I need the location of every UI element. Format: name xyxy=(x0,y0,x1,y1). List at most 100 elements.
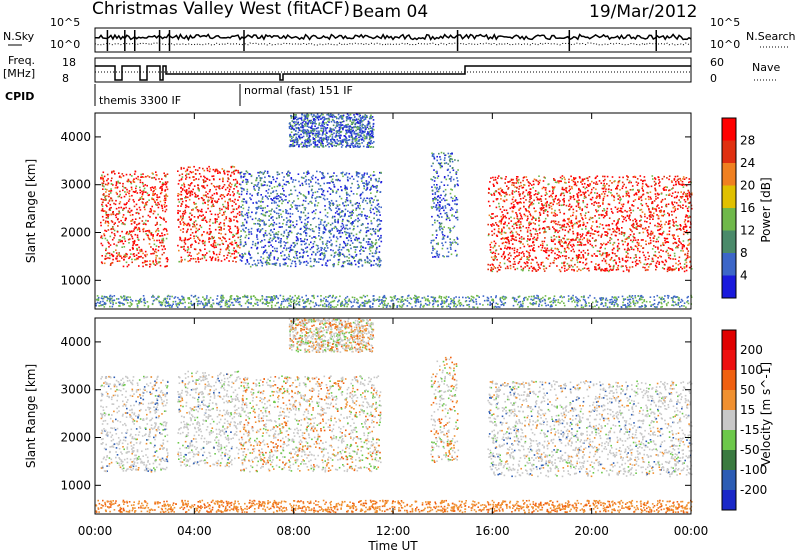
heatmap-cell xyxy=(310,176,313,178)
heatmap-cell xyxy=(285,184,287,186)
heatmap-cell xyxy=(350,132,353,134)
heatmap-cell xyxy=(309,119,311,122)
heatmap-cell xyxy=(318,133,321,136)
heatmap-cell xyxy=(259,207,262,209)
heatmap-cell xyxy=(304,214,307,217)
heatmap-cell xyxy=(336,210,338,213)
heatmap-cell xyxy=(132,244,134,247)
heatmap-cell xyxy=(246,171,249,174)
heatmap-cell xyxy=(299,228,302,230)
heatmap-cell xyxy=(575,254,578,257)
heatmap-cell xyxy=(320,246,322,249)
heatmap-cell xyxy=(248,252,250,254)
heatmap-cell xyxy=(159,241,161,244)
heatmap-cell xyxy=(155,229,158,231)
heatmap-cell xyxy=(348,232,351,235)
heatmap-cell xyxy=(577,255,580,258)
heatmap-cell xyxy=(245,200,248,203)
heatmap-cell xyxy=(128,192,130,195)
heatmap-cell xyxy=(581,183,584,185)
heatmap-cell xyxy=(152,212,155,215)
heatmap-cell xyxy=(288,250,291,253)
heatmap-cell xyxy=(449,209,452,211)
heatmap-cell xyxy=(443,184,446,186)
heatmap-cell xyxy=(195,230,197,233)
heatmap-cell xyxy=(640,203,642,205)
heatmap-cell xyxy=(236,192,239,194)
heatmap-cell xyxy=(370,141,372,143)
heatmap-cell xyxy=(219,209,221,212)
heatmap-cell xyxy=(156,174,158,177)
heatmap-cell xyxy=(636,222,638,225)
heatmap-cell xyxy=(191,182,193,184)
heatmap-cell xyxy=(194,248,197,251)
heatmap-cell xyxy=(178,249,180,252)
heatmap-cell xyxy=(111,231,113,234)
heatmap-cell xyxy=(281,216,283,218)
heatmap-cell xyxy=(278,205,280,208)
heatmap-cell xyxy=(509,180,511,183)
heatmap-cell xyxy=(455,198,457,201)
heatmap-cell xyxy=(166,260,169,263)
heatmap-cell xyxy=(223,172,226,174)
heatmap-cell xyxy=(504,247,506,249)
heatmap-cell xyxy=(372,201,374,203)
heatmap-cell xyxy=(344,212,346,215)
heatmap-cell xyxy=(342,226,345,228)
heatmap-cell xyxy=(340,127,342,129)
heatmap-cell xyxy=(633,194,636,196)
heatmap-cell xyxy=(303,225,305,228)
heatmap-cell xyxy=(218,171,221,173)
heatmap-cell xyxy=(370,132,373,134)
heatmap-cell xyxy=(270,198,272,200)
heatmap-cell xyxy=(289,220,292,222)
heatmap-cell xyxy=(306,125,309,128)
heatmap-cell xyxy=(294,139,296,141)
heatmap-cell xyxy=(325,262,327,264)
heatmap-cell xyxy=(329,135,331,137)
heatmap-cell xyxy=(262,257,265,260)
heatmap-cell xyxy=(302,240,304,243)
heatmap-cell xyxy=(306,116,308,118)
heatmap-cell xyxy=(246,212,248,214)
heatmap-cell xyxy=(207,204,209,206)
heatmap-cell xyxy=(242,207,245,210)
heatmap-cell xyxy=(351,127,354,129)
heatmap-cell xyxy=(318,140,320,142)
heatmap-cell xyxy=(368,134,370,137)
heatmap-cell xyxy=(161,248,164,251)
heatmap-cell xyxy=(682,204,684,206)
heatmap-cell xyxy=(286,173,288,175)
heatmap-cell xyxy=(165,205,168,207)
heatmap-cell xyxy=(195,241,197,243)
heatmap-cell xyxy=(109,207,111,210)
heatmap-cell xyxy=(449,229,451,231)
heatmap-cell xyxy=(611,249,614,251)
heatmap-cell xyxy=(285,262,287,265)
heatmap-cell xyxy=(211,245,214,247)
heatmap-cell xyxy=(154,186,156,188)
heatmap-cell xyxy=(163,217,165,220)
heatmap-cell xyxy=(545,191,547,194)
heatmap-cell xyxy=(336,230,339,232)
heatmap-cell xyxy=(298,260,301,263)
heatmap-cell xyxy=(655,195,657,198)
heatmap-cell xyxy=(361,123,364,126)
heatmap-cell xyxy=(151,186,154,188)
heatmap-cell xyxy=(442,255,444,257)
heatmap-cell xyxy=(179,193,181,196)
heatmap-cell xyxy=(196,223,198,226)
heatmap-cell xyxy=(281,198,283,201)
heatmap-cell xyxy=(439,166,442,169)
heatmap-cell xyxy=(318,123,320,126)
heatmap-cell xyxy=(581,233,584,235)
heatmap-cell xyxy=(313,129,316,132)
heatmap-cell xyxy=(155,248,157,251)
heatmap-cell xyxy=(686,196,689,198)
heatmap-cell xyxy=(298,252,301,254)
heatmap-cell xyxy=(130,223,133,225)
heatmap-cell xyxy=(263,246,265,248)
heatmap-cell xyxy=(241,200,243,203)
heatmap-cell xyxy=(631,185,634,187)
heatmap-cell xyxy=(379,258,381,260)
